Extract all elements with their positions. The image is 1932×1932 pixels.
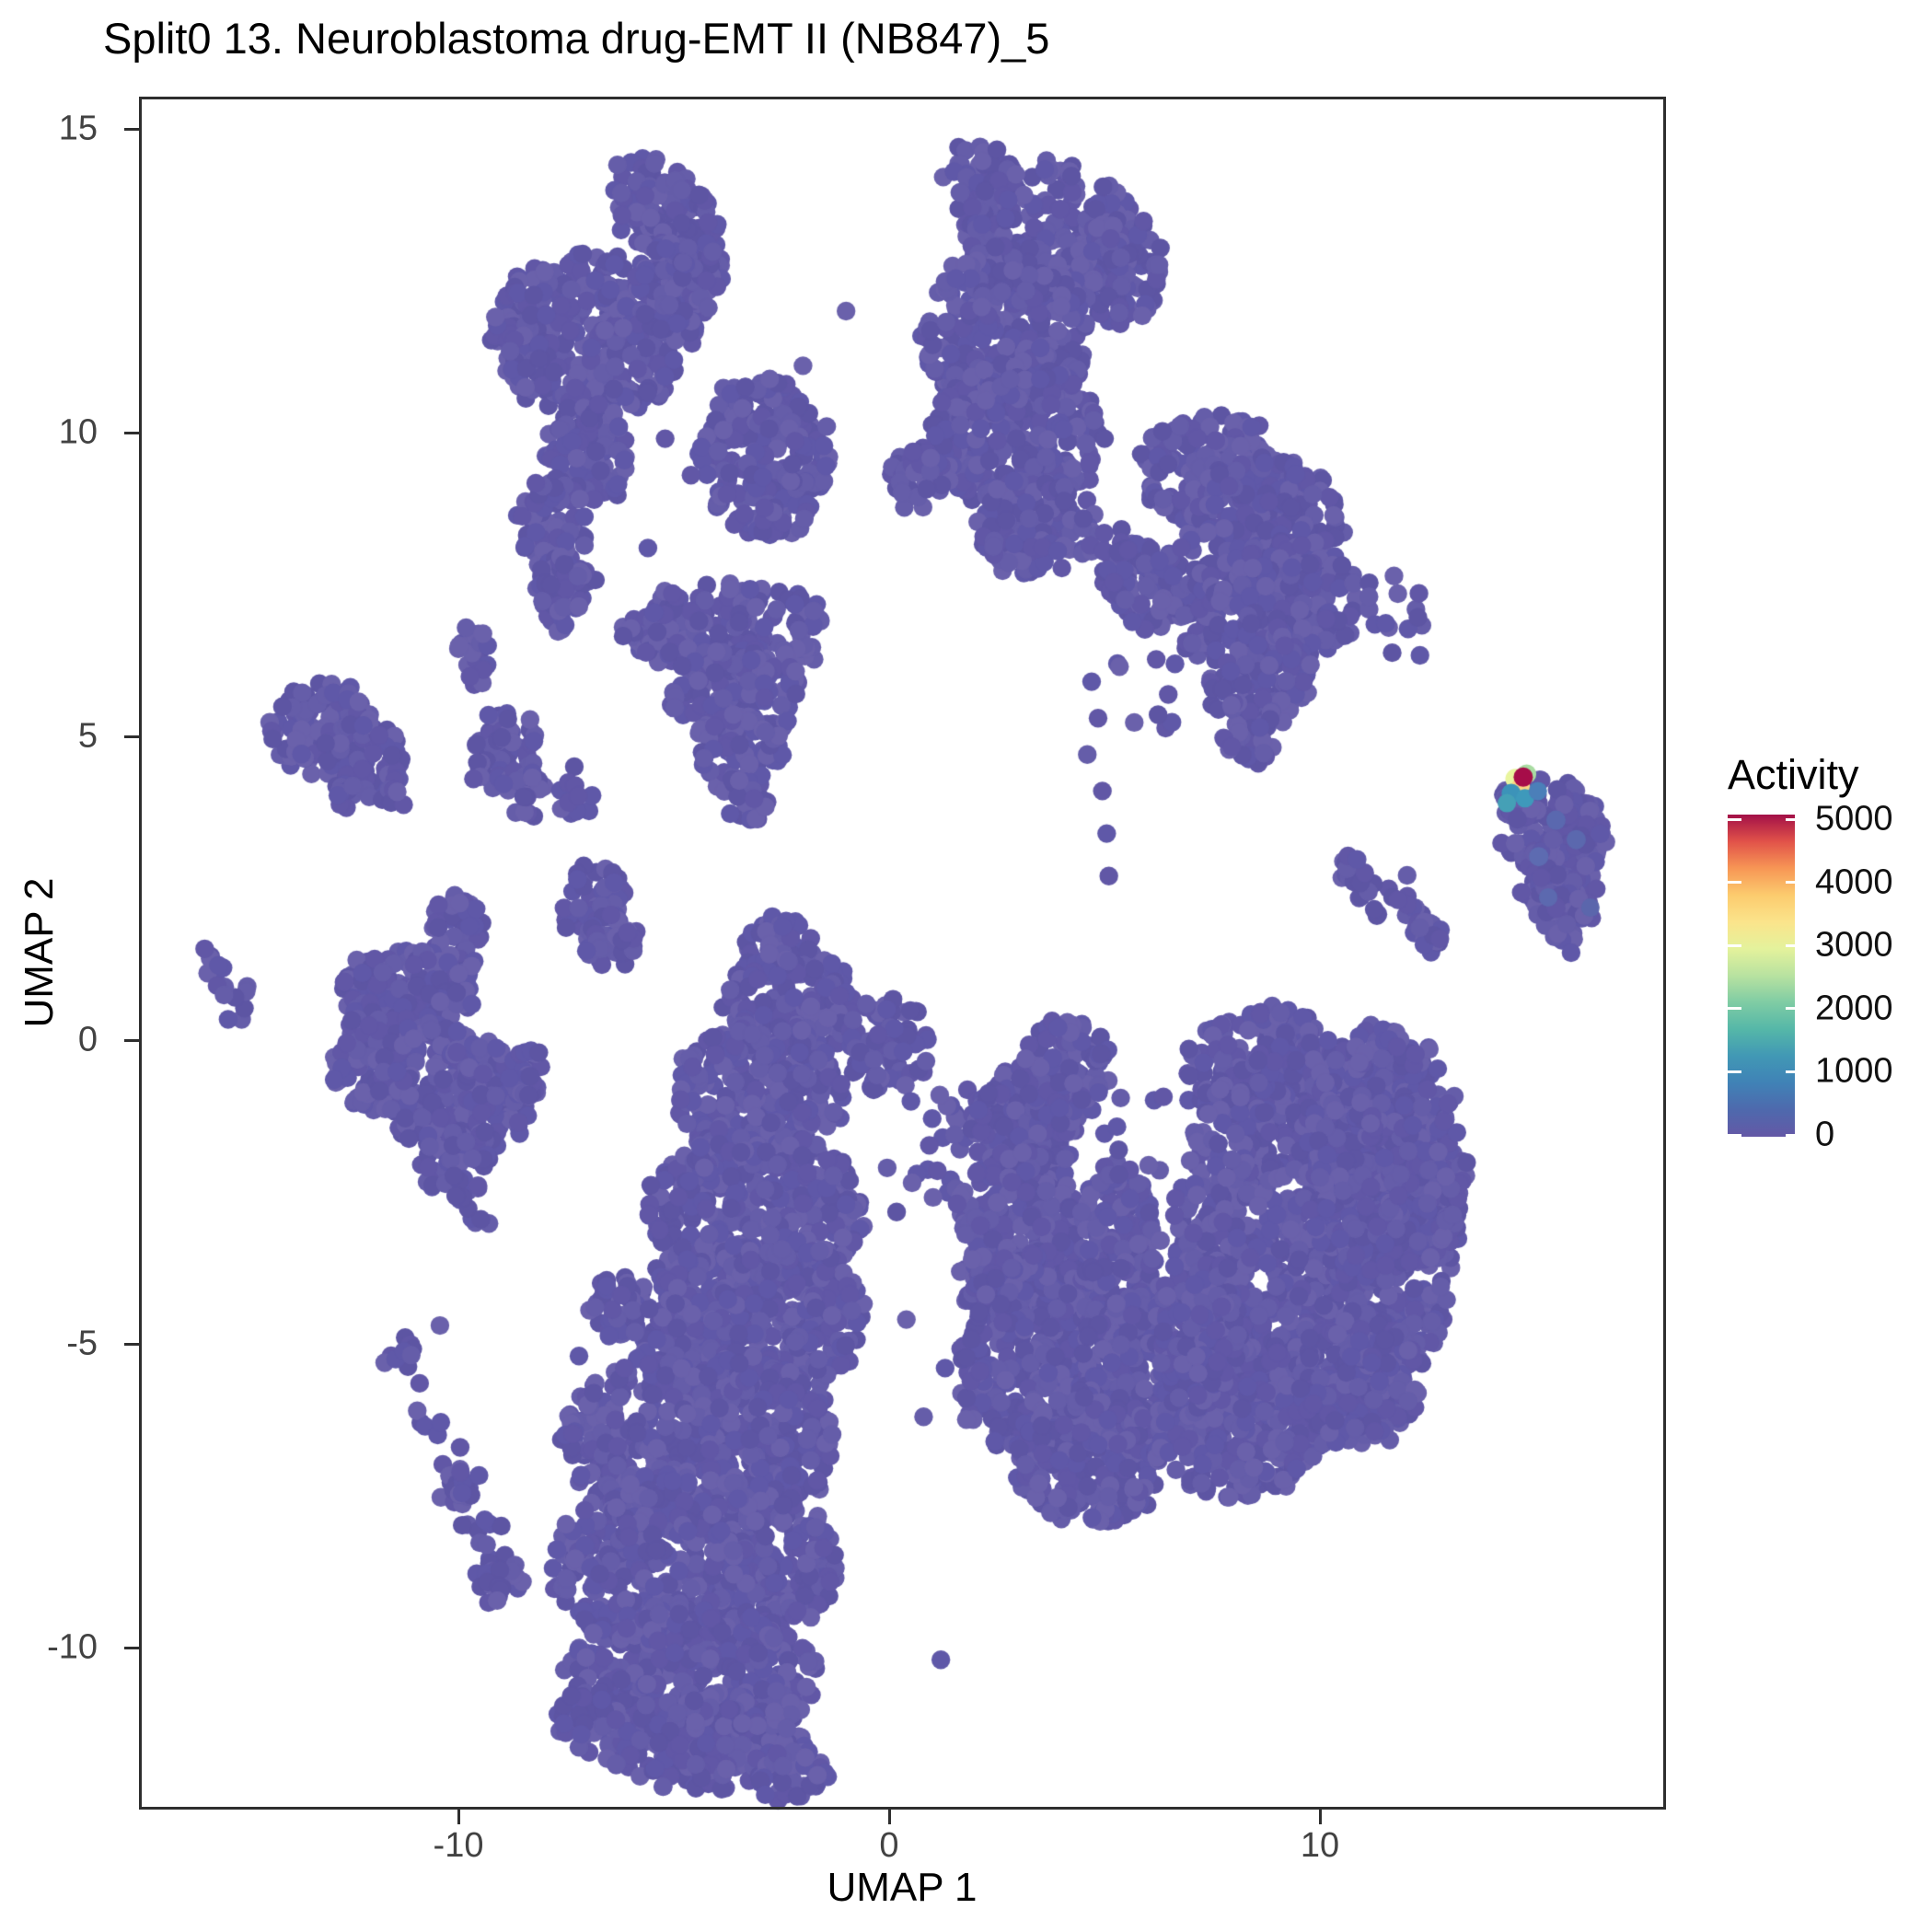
y-tick-label: -5 [66,1324,98,1363]
y-tick-label: 0 [77,1020,98,1059]
colorbar-tick-mark [1728,1070,1741,1073]
x-tick-mark [457,1807,460,1824]
colorbar-tick-mark [1786,1007,1795,1011]
y-axis-title: UMAP 2 [17,877,62,1028]
colorbar-tick-mark [1728,817,1741,821]
legend-tick-label: 3000 [1815,925,1893,965]
colorbar-tick-mark [1728,1133,1741,1137]
y-tick-label: 10 [58,412,98,452]
y-tick-mark [124,1646,142,1649]
x-tick-mark [887,1807,891,1824]
plot-title: Split0 13. Neuroblastoma drug-EMT II (NB… [103,14,1050,63]
legend-tick-label: 4000 [1815,862,1893,902]
y-tick-label: -10 [47,1627,98,1667]
colorbar-tick-mark [1786,881,1795,885]
colorbar-tick-mark [1728,1007,1741,1011]
legend-tick-label: 5000 [1815,799,1893,839]
colorbar-tick-mark [1786,1070,1795,1073]
y-tick-mark [124,1342,142,1346]
legend-colorbar [1728,815,1795,1137]
x-tick-label: 0 [879,1826,899,1865]
legend-tick-label: 0 [1815,1115,1835,1154]
legend-tick-label: 2000 [1815,989,1893,1028]
x-tick-label: 10 [1300,1826,1340,1865]
y-tick-mark [124,127,142,131]
y-tick-mark [124,735,142,738]
colorbar-tick-mark [1728,943,1741,947]
y-tick-mark [124,431,142,434]
legend-tick-label: 1000 [1815,1051,1893,1091]
legend-title: Activity [1728,751,1859,798]
y-tick-label: 5 [77,716,98,756]
colorbar-tick-mark [1786,817,1795,821]
y-tick-mark [124,1038,142,1042]
colorbar-tick-mark [1786,1133,1795,1137]
x-axis-title: UMAP 1 [827,1865,978,1910]
colorbar-tick-mark [1728,881,1741,885]
colorbar-tick-mark [1786,943,1795,947]
y-tick-label: 15 [58,109,98,148]
x-tick-label: -10 [433,1826,484,1865]
x-tick-mark [1318,1807,1322,1824]
